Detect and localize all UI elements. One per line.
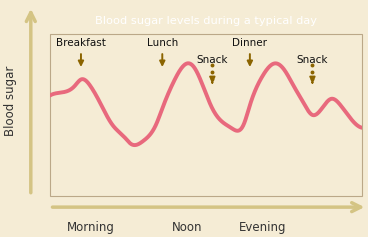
Text: Breakfast: Breakfast (56, 38, 106, 48)
Text: Evening: Evening (238, 221, 286, 234)
Text: Dinner: Dinner (232, 38, 268, 48)
Text: Lunch: Lunch (147, 38, 178, 48)
Text: Morning: Morning (66, 221, 114, 234)
Text: Snack: Snack (297, 55, 328, 65)
Text: Blood sugar: Blood sugar (4, 66, 17, 136)
Text: Noon: Noon (172, 221, 202, 234)
Text: Blood sugar levels during a typical day: Blood sugar levels during a typical day (95, 16, 317, 26)
Text: Snack: Snack (197, 55, 228, 65)
